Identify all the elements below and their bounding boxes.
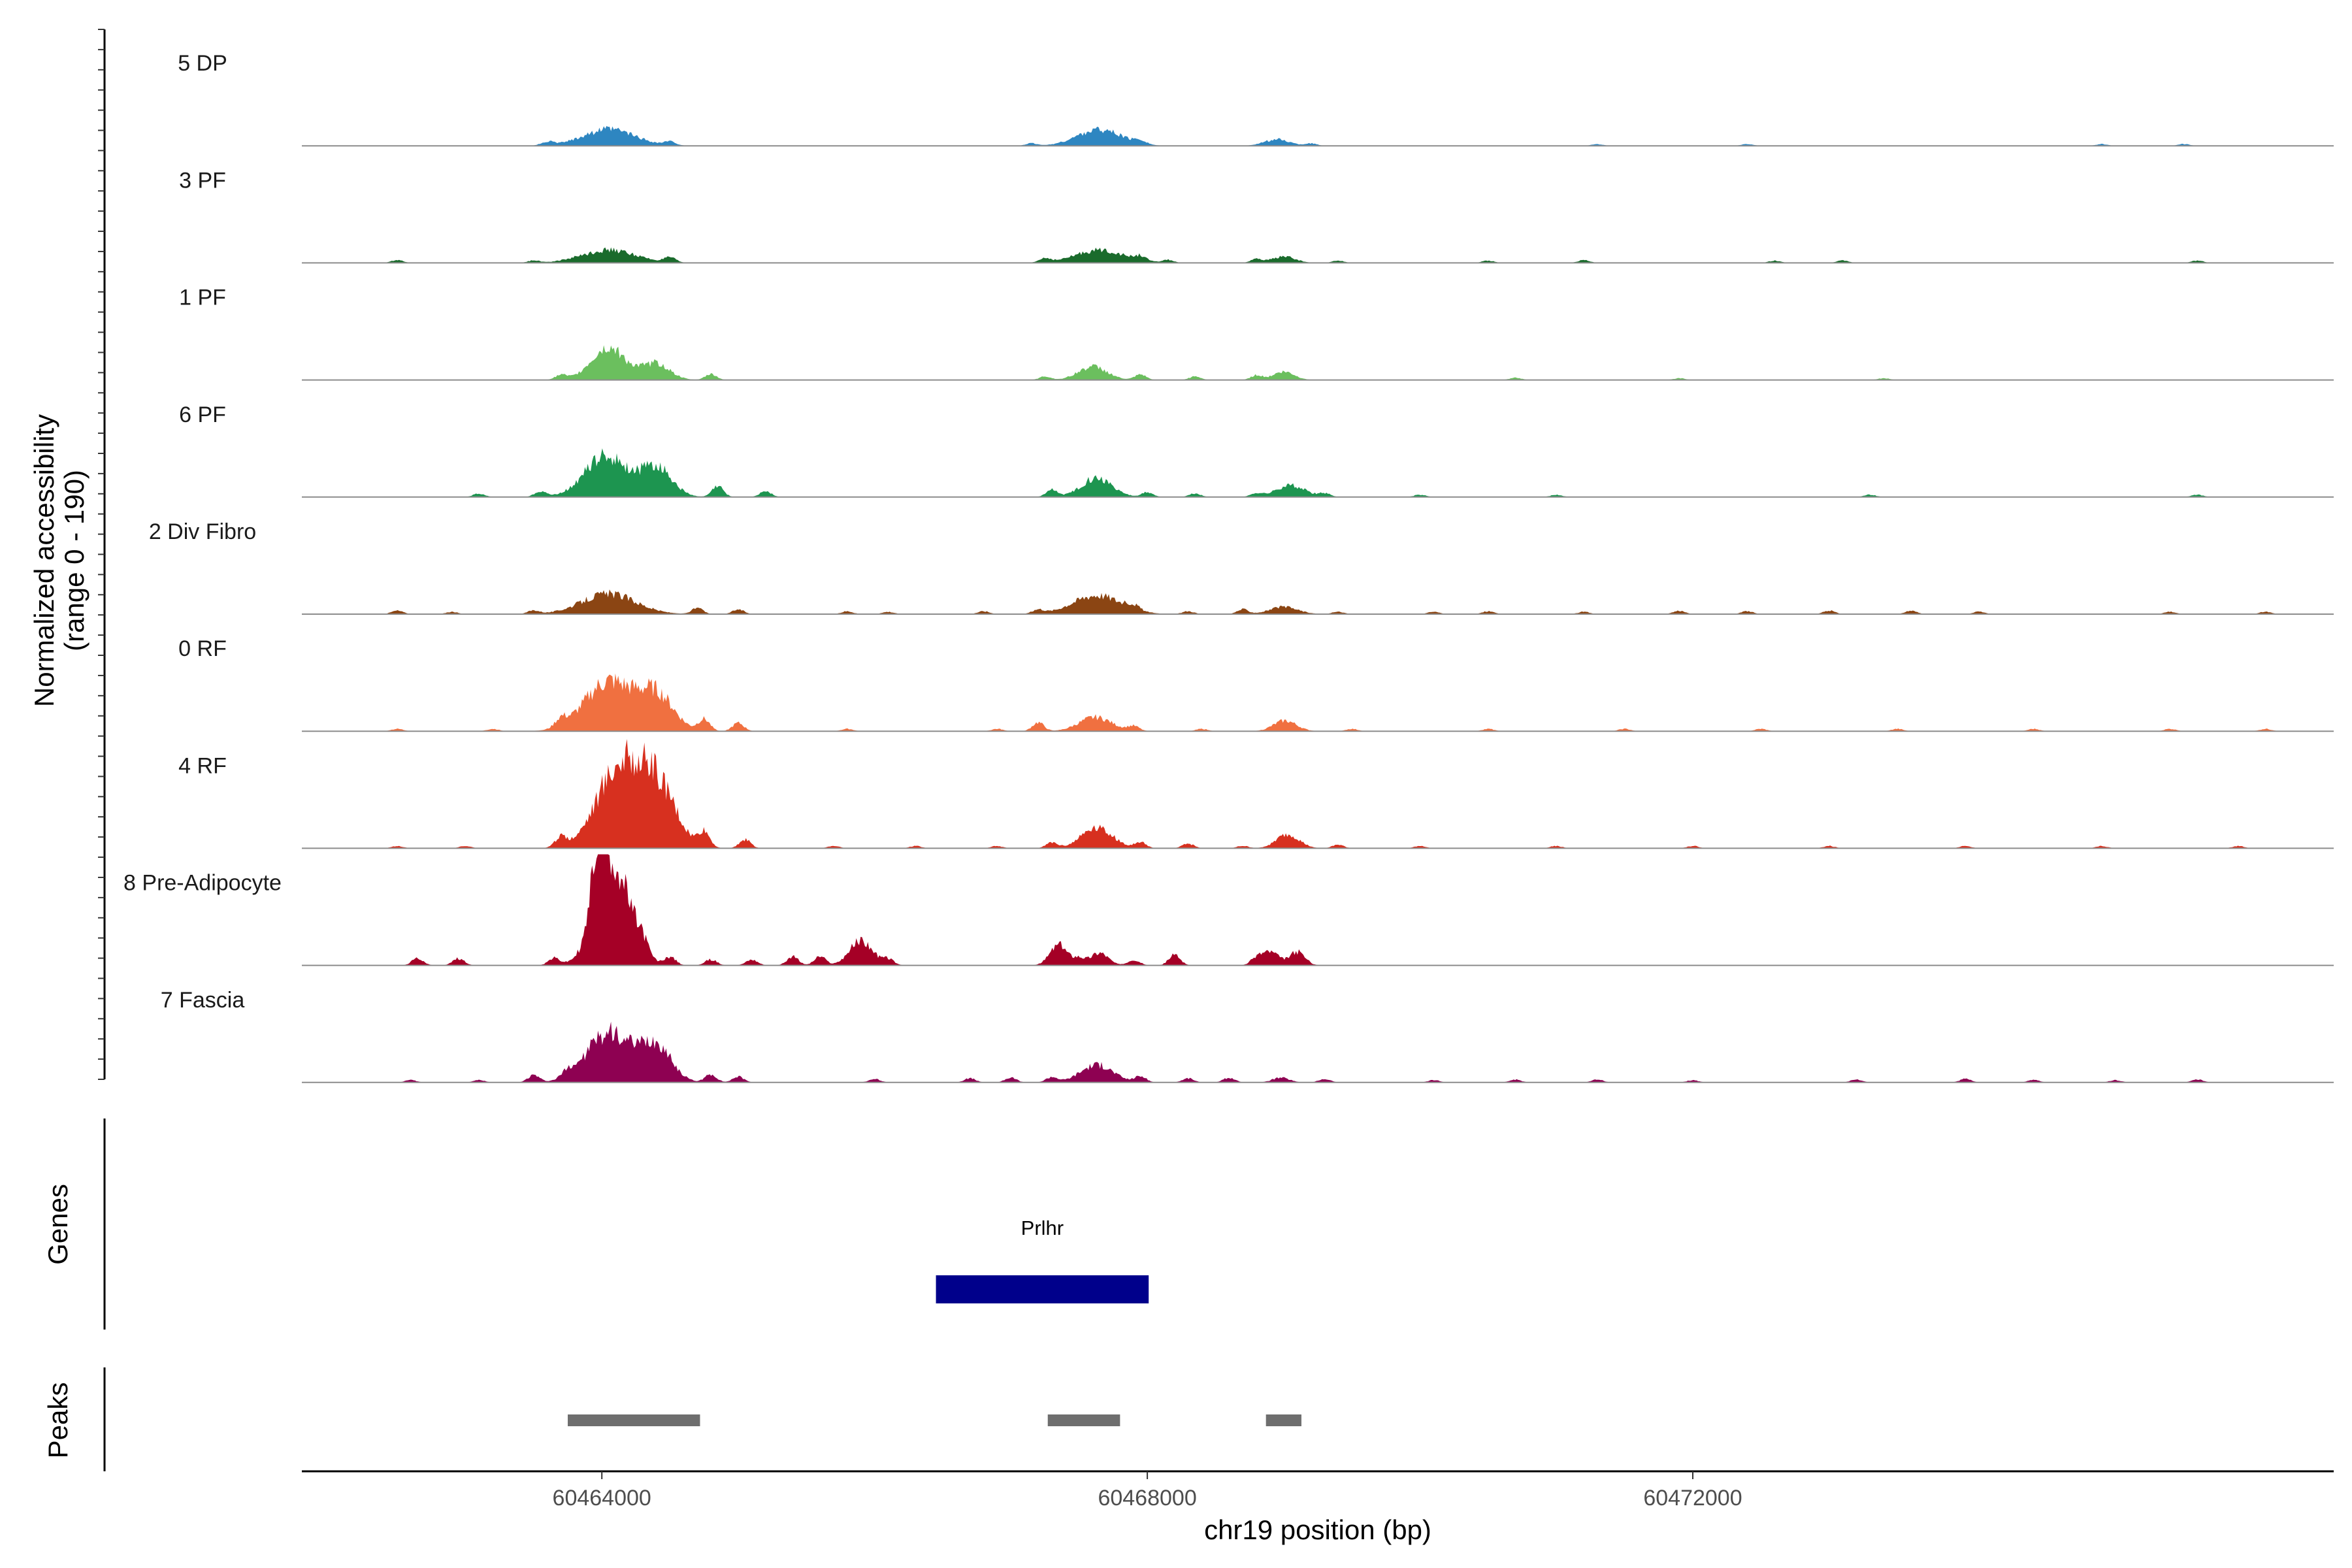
- peak-region: [568, 1414, 700, 1426]
- gene-annotations: Prlhr: [936, 1217, 1149, 1303]
- x-axis-ticks: 60464000 60468000 60472000: [553, 1471, 1742, 1511]
- track-label: 7 Fascia: [161, 988, 245, 1013]
- track-label: 4 RF: [178, 753, 227, 778]
- coverage-area: [302, 1021, 2334, 1083]
- track-label: 1 PF: [179, 286, 226, 310]
- track-label: 8 Pre-Adipocyte: [123, 871, 282, 896]
- peak-region: [1266, 1414, 1301, 1426]
- coverage-area: [302, 673, 2334, 732]
- peak-regions: [568, 1414, 1301, 1426]
- track-8-pre-adipocyte: 8 Pre-Adipocyte: [123, 854, 2334, 966]
- coverage-area: [302, 739, 2334, 849]
- coverage-area: [302, 345, 2334, 380]
- track-5-dp: 5 DP: [178, 51, 2334, 147]
- peaks-panel-label: Peaks: [42, 1382, 73, 1459]
- track-label: 5 DP: [178, 51, 227, 76]
- track-label: 3 PF: [179, 168, 226, 193]
- track-2-div-fibro: 2 Div Fibro: [149, 519, 2334, 615]
- gene-label: Prlhr: [1021, 1217, 1064, 1239]
- coverage-area: [302, 125, 2334, 146]
- track-0-rf: 0 RF: [178, 636, 2334, 732]
- coverage-area: [302, 589, 2334, 614]
- x-axis-title: chr19 position (bp): [1204, 1514, 1431, 1545]
- track-label: 2 Div Fibro: [149, 519, 256, 544]
- coverage-tracks: 5 DP 3 PF 1 PF 6 PF 2 Div Fibro 0 RF 4 RF 8 Pre…: [123, 51, 2334, 1083]
- y-axis-title: Normalized accessibility: [29, 414, 59, 707]
- x-tick-label: 60468000: [1098, 1486, 1196, 1511]
- track-1-pf: 1 PF: [179, 286, 2334, 381]
- track-label: 0 RF: [178, 636, 227, 661]
- coverage-area: [302, 854, 2334, 966]
- track-6-pf: 6 PF: [179, 402, 2334, 498]
- track-7-fascia: 7 Fascia: [161, 988, 2334, 1083]
- y-axis-range: (range 0 - 190): [59, 470, 90, 651]
- x-tick-label: 60464000: [553, 1486, 651, 1511]
- coverage-area: [302, 448, 2334, 497]
- genes-panel-label: Genes: [42, 1184, 73, 1265]
- track-4-rf: 4 RF: [178, 739, 2334, 849]
- x-tick-label: 60472000: [1643, 1486, 1742, 1511]
- peak-region: [1047, 1414, 1120, 1426]
- coverage-y-ticks: [98, 29, 105, 1080]
- track-label: 6 PF: [179, 402, 226, 427]
- coverage-area: [302, 247, 2334, 263]
- gene-prlhr: [936, 1275, 1149, 1303]
- track-3-pf: 3 PF: [179, 168, 2334, 264]
